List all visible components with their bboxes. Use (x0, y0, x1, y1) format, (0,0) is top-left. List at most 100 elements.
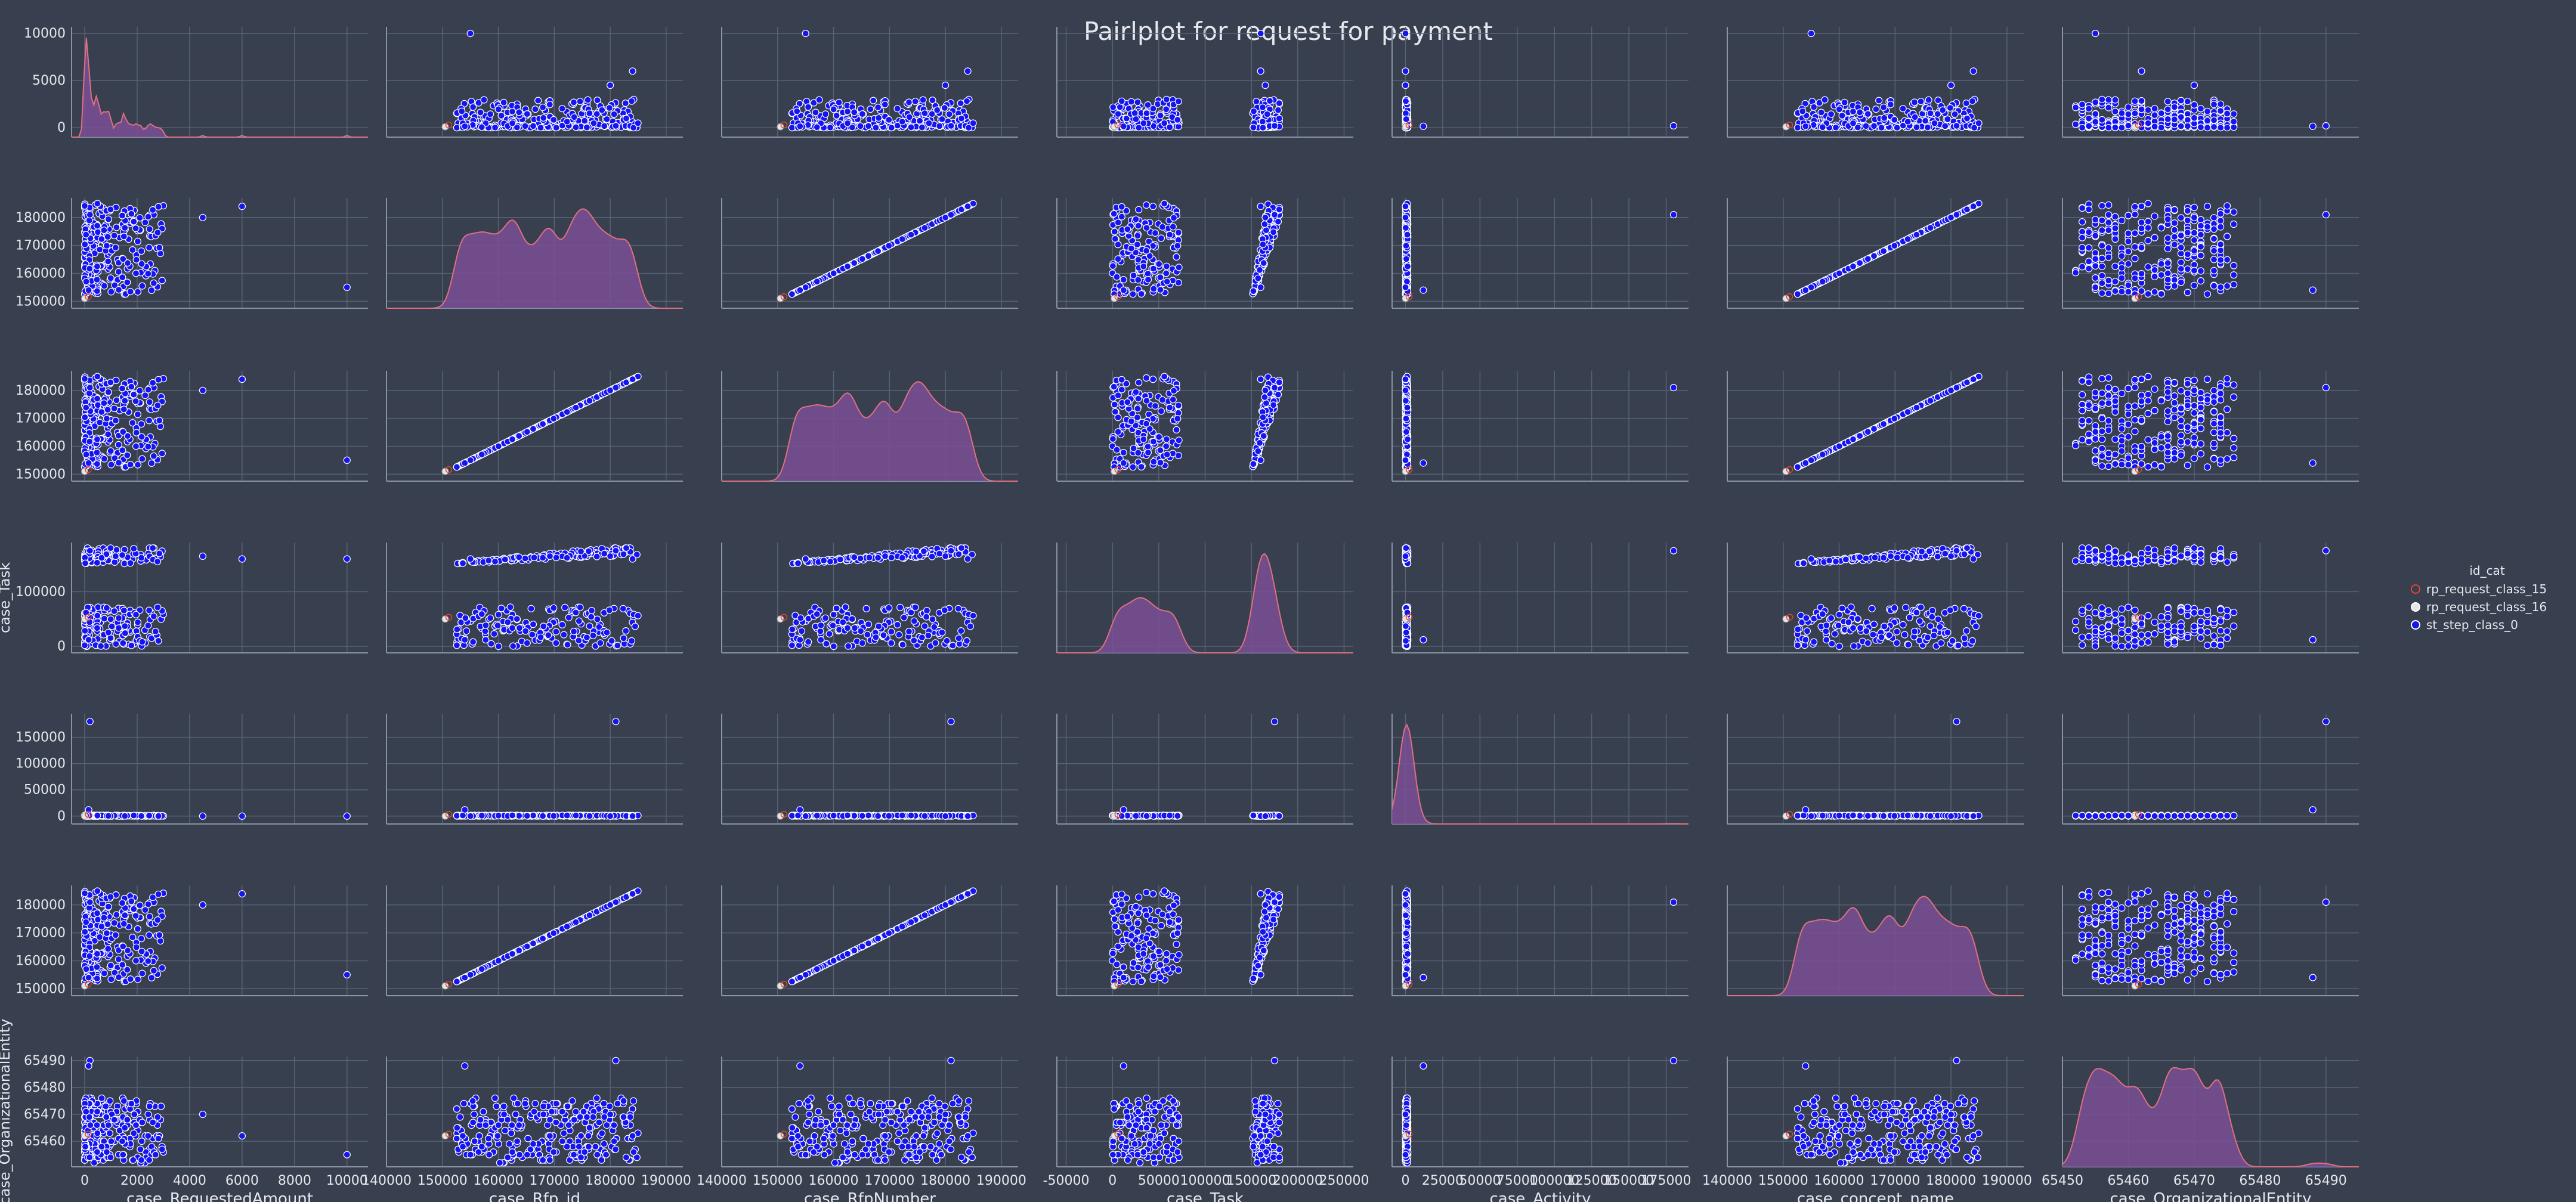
point-st_step_class_0 (2164, 245, 2172, 253)
point-st_step_class_0 (858, 110, 866, 118)
point-st_step_class_0 (1142, 247, 1151, 255)
point-st_step_class_0 (523, 428, 531, 436)
point-st_step_class_0 (150, 279, 157, 287)
point-st_step_class_0 (2170, 206, 2178, 214)
point-rp_request_class_16 (777, 123, 784, 131)
point-st_step_class_0 (2151, 385, 2158, 393)
point-st_step_class_0 (85, 459, 92, 467)
point-st_step_class_0 (1404, 262, 1412, 270)
point-st_step_class_0 (81, 240, 89, 248)
point-st_step_class_0 (120, 233, 128, 240)
point-st_step_class_0 (130, 391, 138, 398)
point-st_step_class_0 (1402, 29, 1409, 38)
point-st_step_class_0 (1129, 290, 1137, 298)
point-st_step_class_0 (1856, 432, 1864, 440)
point-st_step_class_0 (885, 242, 893, 250)
point-st_step_class_0 (2118, 252, 2126, 260)
point-st_step_class_0 (2184, 228, 2191, 237)
point-st_step_class_0 (2131, 110, 2139, 117)
point-st_step_class_0 (2164, 234, 2172, 242)
point-st_step_class_0 (1109, 103, 1117, 111)
point-st_step_class_0 (2203, 124, 2212, 132)
point-st_step_class_0 (537, 124, 545, 132)
point-st_step_class_0 (2230, 444, 2238, 452)
point-st_step_class_0 (2177, 97, 2185, 104)
point-st_step_class_0 (2190, 203, 2198, 212)
point-st_step_class_0 (104, 388, 112, 396)
point-st_step_class_0 (494, 106, 502, 113)
point-st_step_class_0 (118, 212, 126, 219)
point-st_step_class_0 (1913, 231, 1921, 238)
point-st_step_class_0 (580, 117, 589, 125)
point-st_step_class_0 (2164, 259, 2172, 267)
point-st_step_class_0 (2092, 422, 2099, 430)
point-st_step_class_0 (2170, 414, 2178, 422)
point-st_step_class_0 (1922, 117, 1929, 125)
point-st_step_class_0 (1120, 448, 1127, 457)
point-st_step_class_0 (2217, 240, 2225, 248)
point-st_step_class_0 (115, 459, 123, 467)
point-st_step_class_0 (2190, 454, 2198, 462)
point-st_step_class_0 (1904, 117, 1912, 126)
point-st_step_class_0 (2210, 123, 2218, 131)
point-st_step_class_0 (1124, 398, 1131, 406)
point-st_step_class_0 (1260, 259, 1267, 267)
point-st_step_class_0 (1274, 391, 1282, 398)
panel-case_RequestedAmount-vs-case_RfpNumber (721, 27, 1018, 138)
point-st_step_class_0 (2224, 256, 2231, 264)
point-st_step_class_0 (2118, 216, 2126, 224)
point-st_step_class_0 (112, 244, 119, 252)
point-st_step_class_0 (2085, 244, 2093, 252)
point-rp_request_class_16 (1402, 123, 1409, 131)
point-st_step_class_0 (550, 116, 558, 123)
point-st_step_class_0 (2098, 227, 2106, 234)
point-st_step_class_0 (2210, 267, 2218, 274)
point-st_step_class_0 (905, 113, 913, 121)
point-st_step_class_0 (82, 451, 90, 459)
point-st_step_class_0 (491, 123, 499, 131)
point-st_step_class_0 (1880, 247, 1888, 255)
point-st_step_class_0 (2164, 115, 2172, 123)
point-st_step_class_0 (1925, 96, 1932, 104)
point-st_step_class_0 (534, 97, 542, 104)
point-st_step_class_0 (2085, 105, 2093, 113)
point-st_step_class_0 (2124, 212, 2132, 219)
point-st_step_class_0 (2164, 98, 2172, 106)
point-st_step_class_0 (793, 107, 801, 115)
panel-case_RfpNumber-vs-case_Task (1056, 371, 1353, 482)
point-st_step_class_0 (2151, 272, 2158, 280)
point-rp_request_class_16 (441, 467, 449, 475)
point-st_step_class_0 (1403, 231, 1411, 238)
point-st_step_class_0 (86, 265, 94, 272)
point-st_step_class_0 (1891, 414, 1898, 423)
point-st_step_class_0 (2092, 447, 2099, 455)
point-st_step_class_0 (134, 461, 142, 469)
point-st_step_class_0 (128, 383, 135, 391)
point-st_step_class_0 (1880, 103, 1888, 111)
point-st_step_class_0 (2079, 218, 2086, 226)
point-st_step_class_0 (1962, 100, 1970, 107)
point-st_step_class_0 (2177, 432, 2185, 439)
point-st_step_class_0 (1124, 225, 1131, 233)
point-st_step_class_0 (1114, 255, 1122, 263)
point-st_step_class_0 (2092, 262, 2099, 270)
point-st_step_class_0 (2190, 402, 2198, 410)
point-st_step_class_0 (2177, 231, 2185, 240)
point-st_step_class_0 (2092, 274, 2099, 282)
point-st_step_class_0 (921, 224, 929, 232)
point-st_step_class_0 (1175, 436, 1183, 444)
point-st_step_class_0 (539, 420, 547, 428)
point-st_step_class_0 (2151, 111, 2158, 119)
point-st_step_class_0 (936, 122, 944, 130)
y-tick-label: 180000 (16, 210, 66, 225)
point-st_step_class_0 (2177, 122, 2185, 130)
point-st_step_class_0 (2177, 244, 2185, 252)
point-st_step_class_0 (478, 451, 485, 459)
point-st_step_class_0 (964, 203, 972, 210)
point-st_step_class_0 (146, 244, 153, 252)
point-st_step_class_0 (2184, 265, 2191, 273)
point-st_step_class_0 (2210, 101, 2218, 109)
point-st_step_class_0 (1856, 259, 1864, 267)
point-st_step_class_0 (539, 103, 547, 111)
point-st_step_class_0 (612, 122, 620, 130)
